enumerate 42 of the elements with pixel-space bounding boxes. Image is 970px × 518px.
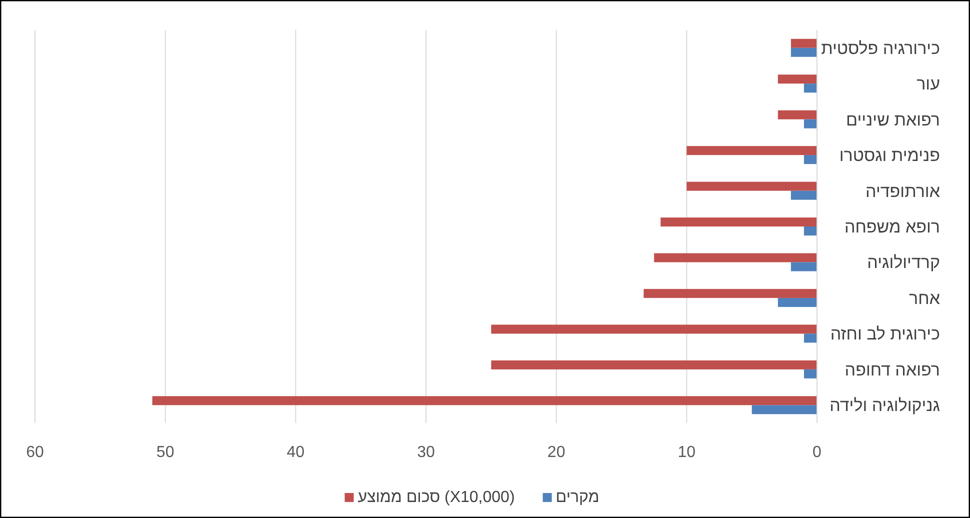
y-tick-label: אורתופדיה (866, 182, 940, 201)
bar (491, 324, 817, 334)
bar (804, 334, 817, 343)
y-tick-label: רופא משפחה (844, 218, 940, 236)
bar (660, 218, 817, 226)
y-tick-label: גניקולוגיה ולידה (830, 396, 940, 416)
bar (804, 155, 817, 164)
bar (644, 288, 817, 298)
bar (790, 38, 817, 48)
x-tick-label: 50 (156, 444, 174, 461)
y-tick-label: רפואה דחופה (844, 360, 940, 380)
y-tick-label: קרדיולוגיה (867, 253, 940, 272)
y-tick-label: כירורגיה פלסטית (821, 38, 940, 58)
bar (778, 110, 817, 120)
x-tick-label: 20 (547, 444, 566, 461)
bar (686, 182, 817, 191)
bar (804, 119, 817, 128)
bar (778, 74, 817, 84)
bar (686, 146, 817, 156)
bar (790, 190, 817, 200)
bar (804, 84, 817, 93)
bar (790, 48, 817, 57)
x-tick-label: 60 (26, 444, 44, 461)
y-tick-label: כירוגית לב וחזה (830, 324, 940, 344)
bar (752, 405, 817, 414)
x-tick-label: 0 (812, 444, 822, 461)
y-tick-label: פנימית וגסטרו (839, 146, 940, 166)
y-tick-label: רפואת שיניים (846, 110, 940, 130)
bar (152, 396, 817, 406)
bar (778, 298, 817, 307)
legend-label: סכום ממוצע (X10,000) (358, 489, 515, 506)
legend-label: מקרים (556, 489, 600, 506)
bar (790, 262, 817, 272)
y-tick-label: עור (916, 74, 940, 94)
x-tick-label: 10 (678, 444, 696, 461)
x-tick-label: 40 (286, 444, 305, 461)
x-tick-label: 30 (417, 444, 435, 461)
bar (804, 226, 817, 236)
bar (654, 253, 817, 262)
bar (491, 360, 817, 370)
bar (804, 369, 817, 378)
y-tick-label: אחר (909, 288, 940, 308)
